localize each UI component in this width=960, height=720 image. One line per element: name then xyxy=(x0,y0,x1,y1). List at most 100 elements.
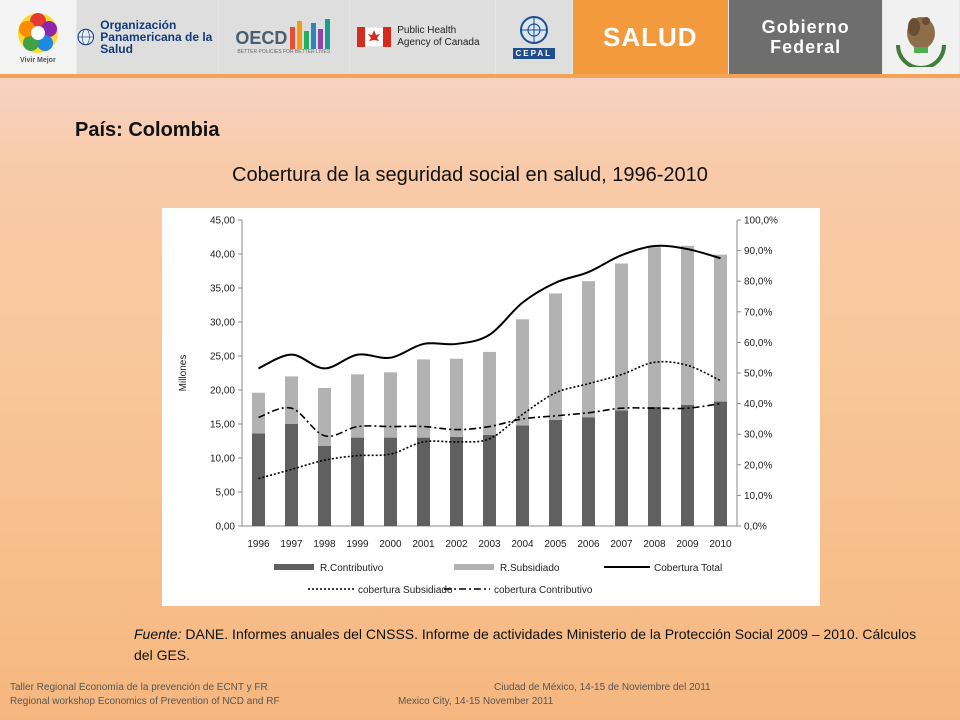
right-tick-label: 100,0% xyxy=(744,216,778,227)
line-cobertura-contributivo xyxy=(258,402,721,438)
legend-swatch xyxy=(454,564,494,570)
right-tick-label: 0,0% xyxy=(744,522,767,533)
x-tick-label: 2007 xyxy=(610,539,633,550)
eagle-emblem-icon xyxy=(896,17,947,67)
x-tick-label: 2008 xyxy=(643,539,666,550)
footer-left-line1: Taller Regional Economía de la prevenció… xyxy=(10,682,268,693)
canada-flag-icon xyxy=(357,27,392,47)
bar-contributivo xyxy=(351,437,364,526)
cepal-logo: CEPAL xyxy=(495,0,573,74)
vivir-mejor-logo: Vivir Mejor xyxy=(0,0,77,74)
right-tick-label: 60,0% xyxy=(744,338,772,349)
vivir-mejor-flower-icon xyxy=(17,12,58,53)
right-tick-label: 70,0% xyxy=(744,307,772,318)
bar-subsidiado xyxy=(549,293,562,420)
oecd-name: OECD xyxy=(235,28,288,48)
right-tick-label: 50,0% xyxy=(744,369,772,380)
source-text: DANE. Informes anuales del CNSSS. Inform… xyxy=(134,626,917,663)
bar-subsidiado xyxy=(351,374,364,438)
y-axis-label: Millones xyxy=(178,355,189,392)
left-tick-label: 35,00 xyxy=(210,284,235,295)
mexico-coat-of-arms-logo xyxy=(883,0,960,74)
oecd-tagline: BETTER POLICIES FOR BETTER LIVES xyxy=(237,49,331,55)
bar-subsidiado xyxy=(714,254,727,402)
banner-divider xyxy=(0,74,960,78)
bar-subsidiado xyxy=(483,351,496,435)
x-tick-label: 1998 xyxy=(313,539,336,550)
right-tick-label: 80,0% xyxy=(744,277,772,288)
x-tick-label: 2004 xyxy=(511,539,534,550)
salud-logo: SALUD xyxy=(572,0,729,74)
source-prefix: Fuente: xyxy=(134,626,182,642)
left-tick-label: 5,00 xyxy=(216,488,236,499)
right-tick-label: 20,0% xyxy=(744,460,772,471)
gobierno-label: Gobierno Federal xyxy=(761,17,850,57)
globe-icon xyxy=(77,28,94,46)
bar-subsidiado xyxy=(450,358,463,437)
x-tick-label: 2001 xyxy=(412,539,435,550)
gobierno-federal-logo: Gobierno Federal xyxy=(728,0,884,74)
legend-label: cobertura Contributivo xyxy=(494,585,593,596)
left-tick-label: 10,00 xyxy=(210,454,235,465)
footer-left: Taller Regional Economía de la prevenció… xyxy=(10,681,280,709)
bar-contributivo xyxy=(252,433,265,526)
coverage-chart: 0,00 5,00 10,00 15,00 20,00 25,00 30,00 35,00 40… xyxy=(178,216,778,597)
chart-container: 0,00 5,00 10,00 15,00 20,00 25,00 30,00 35,00 40… xyxy=(162,208,820,606)
vivir-mejor-label: Vivir Mejor xyxy=(20,56,56,64)
x-tick-label: 2003 xyxy=(478,539,501,550)
left-tick-label: 0,00 xyxy=(216,522,236,533)
ops-name: Organización Panamericana de la Salud xyxy=(100,18,213,56)
x-tick-label: 1997 xyxy=(280,539,303,550)
oecd-logo: OECD BETTER POLICIES FOR BETTER LIVES xyxy=(219,0,350,74)
left-tick-label: 40,00 xyxy=(210,250,235,261)
footer-left-line2: Regional workshop Economics of Preventio… xyxy=(10,696,280,707)
left-tick-label: 20,00 xyxy=(210,386,235,397)
oecd-bars-icon xyxy=(290,19,331,49)
bar-contributivo xyxy=(681,404,694,526)
bar-contributivo xyxy=(483,434,496,526)
bar-contributivo xyxy=(582,417,595,526)
x-tick-label: 2006 xyxy=(577,539,600,550)
country-heading: País: Colombia xyxy=(75,119,220,141)
legend-label: cobertura Subsidiado xyxy=(358,585,453,596)
cepal-name: CEPAL xyxy=(512,48,556,59)
ops-logo: Organización Panamericana de la Salud xyxy=(76,0,220,74)
bar-subsidiado xyxy=(582,281,595,418)
bar-contributivo xyxy=(615,410,628,526)
bar-subsidiado xyxy=(318,387,331,446)
right-tick-label: 90,0% xyxy=(744,246,772,257)
left-tick-label: 25,00 xyxy=(210,352,235,363)
legend-label: R.Subsidiado xyxy=(500,563,560,574)
bar-subsidiado xyxy=(252,392,265,434)
x-tick-label: 2005 xyxy=(544,539,567,550)
phac-name: Public Health Agency of Canada xyxy=(397,25,480,48)
bar-contributivo xyxy=(648,407,661,526)
legend-label: Cobertura Total xyxy=(654,563,722,574)
footer-right: Ciudad de México, 14-15 de Noviembre del… xyxy=(398,681,711,709)
line-cobertura-total xyxy=(258,244,721,370)
bar-contributivo xyxy=(714,401,727,526)
legend-swatch xyxy=(274,564,314,570)
left-tick-label: 15,00 xyxy=(210,420,235,431)
source-note: Fuente: DANE. Informes anuales del CNSSS… xyxy=(134,624,924,666)
bar-contributivo xyxy=(516,425,529,526)
left-tick-label: 45,00 xyxy=(210,216,235,227)
footer-right-line1: Ciudad de México, 14-15 de Noviembre del… xyxy=(494,682,711,693)
bar-contributivo xyxy=(384,437,397,526)
x-tick-label: 1996 xyxy=(247,539,270,550)
bar-subsidiado xyxy=(516,319,529,426)
x-tick-label: 2000 xyxy=(379,539,402,550)
phac-logo: Public Health Agency of Canada xyxy=(349,0,496,74)
x-tick-label: 1999 xyxy=(346,539,369,550)
right-tick-label: 10,0% xyxy=(744,491,772,502)
bar-subsidiado xyxy=(417,359,430,438)
bar-subsidiado xyxy=(648,247,661,407)
bar-subsidiado xyxy=(681,245,694,405)
chart-title: Cobertura de la seguridad social en salu… xyxy=(232,164,708,186)
x-tick-label: 2010 xyxy=(709,539,732,550)
right-tick-label: 40,0% xyxy=(744,399,772,410)
right-tick-label: 30,0% xyxy=(744,430,772,441)
un-emblem-icon xyxy=(519,16,548,44)
legend-label: R.Contributivo xyxy=(320,563,384,574)
bar-subsidiado xyxy=(384,372,397,438)
